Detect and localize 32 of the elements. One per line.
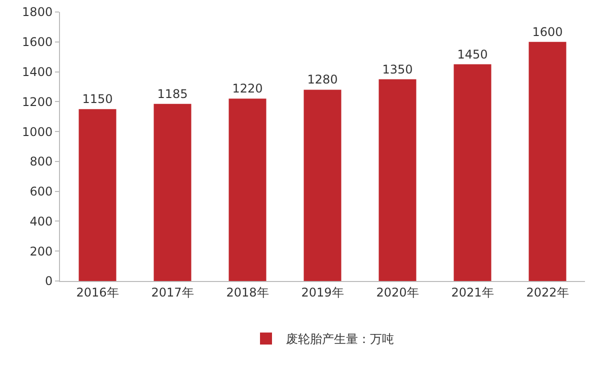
bar (304, 90, 342, 281)
y-tick-label: 200 (30, 244, 53, 258)
x-tick-label: 2022年 (526, 285, 569, 300)
y-tick-label: 1800 (22, 5, 53, 20)
y-tick-label: 0 (44, 274, 53, 288)
x-tick-label: 2016年 (76, 285, 119, 300)
data-label: 1350 (382, 62, 413, 76)
x-tick-label: 2021年 (451, 285, 494, 300)
x-tick-label: 2018年 (226, 285, 269, 300)
y-tick-label: 400 (30, 214, 53, 228)
legend-label: 废轮胎产生量：万吨 (286, 332, 394, 346)
data-label: 1150 (82, 92, 113, 106)
y-tick-label: 1200 (22, 94, 53, 109)
x-tick-label: 2019年 (301, 285, 344, 300)
data-label: 1280 (307, 72, 338, 87)
data-label: 1450 (457, 47, 488, 62)
bar (378, 79, 416, 281)
data-label: 1185 (157, 86, 188, 101)
y-tick-label: 1000 (22, 124, 53, 139)
y-tick-label: 1400 (22, 64, 53, 79)
data-label: 1220 (232, 82, 263, 96)
x-tick-label: 2017年 (151, 285, 194, 300)
bar (454, 64, 492, 281)
x-tick-label: 2020年 (376, 285, 419, 300)
y-tick-label: 1600 (22, 35, 53, 50)
data-label: 1600 (532, 24, 563, 39)
y-tick-label: 600 (30, 184, 53, 199)
bar (78, 109, 116, 281)
bar (528, 42, 566, 281)
bar (228, 98, 266, 281)
y-tick-label: 800 (30, 154, 53, 169)
bar (154, 104, 192, 281)
